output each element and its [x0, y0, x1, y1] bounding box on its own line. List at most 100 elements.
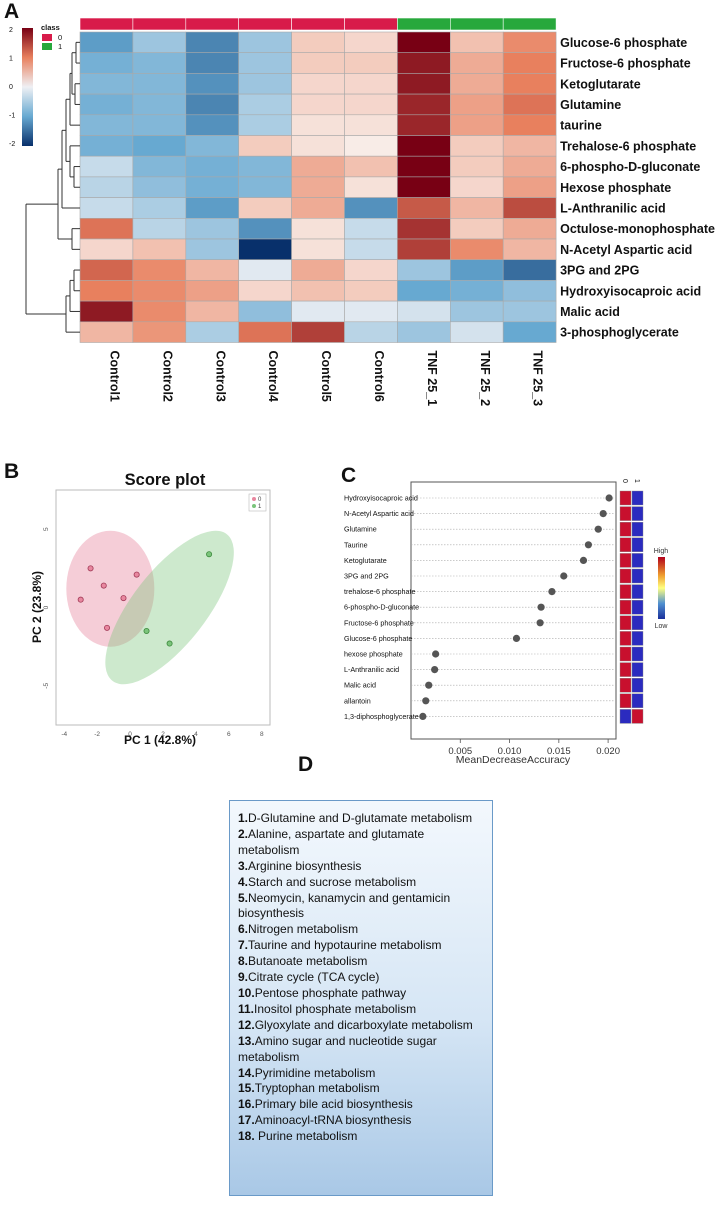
legend-label: 0 — [58, 33, 62, 42]
pathway-name: Citrate cycle (TCA cycle) — [248, 970, 380, 985]
heatmap-cell — [79, 114, 134, 136]
importance-dot — [605, 494, 613, 502]
dot-plot-xlabel: MeanDecreaseAccuracy — [456, 754, 571, 766]
pathway-number: 5. — [238, 890, 249, 905]
heatmap-cell — [291, 114, 345, 136]
pathway-number: 15. — [238, 1081, 255, 1096]
heatmap-cell — [238, 280, 292, 302]
heatmap-cell — [291, 93, 345, 116]
importance-dot — [579, 556, 588, 564]
dot-plot-frame — [410, 481, 617, 740]
feature-label: Malic acid — [344, 681, 376, 690]
score-point-group-1 — [166, 640, 173, 647]
heatmap-cell — [238, 259, 292, 281]
heatmap-cell — [502, 176, 557, 198]
importance-dot — [584, 541, 593, 549]
pathway-name: Tryptophan metabolism — [254, 1081, 380, 1096]
pathway-number: 12. — [238, 1017, 255, 1032]
heatmap-cell — [79, 155, 134, 178]
panel-letter-a: A — [4, 0, 20, 23]
importance-dot — [425, 681, 433, 689]
group-importance-cell — [619, 646, 632, 662]
feature-label: Fructose-6 phosphate — [344, 618, 414, 627]
row-label: Malic acid — [560, 305, 620, 319]
group-importance-cell — [631, 709, 644, 724]
heatmap-cell — [132, 218, 187, 240]
heatmap-cell — [502, 135, 557, 157]
heatmap-cell — [502, 73, 557, 95]
heatmap-cell — [238, 176, 292, 198]
score-legend-marker — [252, 497, 256, 501]
heatmap-cell — [502, 197, 557, 219]
pathway-number: 9. — [238, 970, 249, 985]
pathway-name: Neomycin, kanamycin and gentamicin biosy… — [238, 890, 451, 921]
group-importance-cell — [619, 522, 632, 537]
heatmap-cell — [238, 93, 292, 116]
class-bar-cell — [291, 17, 345, 31]
feature-label: L-Anthranilic acid — [344, 665, 399, 674]
pathway-name: Glyoxylate and dicarboxylate metabolism — [254, 1017, 473, 1032]
score-point-group-0 — [100, 582, 107, 589]
heatmap-cell — [132, 238, 187, 261]
pathway-number: 14. — [238, 1065, 255, 1080]
heatmap-cell — [238, 52, 292, 74]
row-label: 6-phospho-D-gluconate — [560, 160, 700, 174]
row-label: Hydroxyisocaproic acid — [560, 284, 701, 298]
heatmap-cell — [185, 135, 240, 157]
heatmap-cell — [344, 31, 398, 54]
pathway-name: Nitrogen metabolism — [248, 922, 359, 937]
heatmap-cell — [397, 52, 451, 74]
heatmap-cell — [291, 321, 345, 343]
heatmap-cell — [79, 218, 134, 240]
heatmap-cell — [344, 155, 398, 178]
pathway-name: Purine metabolism — [254, 1129, 358, 1144]
row-label: 3PG and 2PG — [560, 264, 639, 278]
heatmap-cell — [502, 93, 557, 116]
row-label: Fructose-6 phosphate — [560, 57, 691, 71]
feature-label: Taurine — [344, 540, 368, 549]
score-point-group-1 — [206, 551, 213, 558]
heatmap-cell — [185, 300, 240, 323]
heatmap-cell — [397, 135, 451, 157]
heatmap-cell — [502, 31, 557, 54]
pathway-name: Butanoate metabolism — [248, 954, 368, 969]
heatmap-cell — [502, 52, 557, 74]
group-importance-cell — [631, 553, 644, 568]
x-tick-label: 0.010 — [498, 746, 522, 757]
group-importance-cell — [631, 490, 644, 506]
heatmap-cell — [449, 114, 504, 136]
heatmap-cell — [132, 259, 187, 281]
heatmap-cell — [344, 114, 398, 136]
row-label: Glutamine — [560, 98, 621, 112]
heatmap-cell — [291, 155, 345, 178]
row-label: N-Acetyl Aspartic acid — [560, 243, 692, 257]
group-importance-cell — [631, 568, 644, 584]
heatmap-cell — [449, 300, 504, 323]
heatmap-cell — [344, 259, 398, 281]
heatmap-cell — [502, 218, 557, 240]
class-bar-cell — [132, 17, 187, 31]
heatmap-cell — [132, 31, 187, 54]
pathway-item: 10.Pentose phosphate pathway — [238, 986, 486, 1002]
importance-dot — [594, 525, 602, 533]
heatmap-cell — [344, 73, 398, 95]
x-tick-label: 2 — [161, 731, 165, 738]
x-tick-label: 6 — [227, 731, 231, 738]
heatmap-cell — [185, 31, 240, 54]
heatmap-cell — [79, 176, 134, 198]
pathway-number: 17. — [238, 1113, 255, 1128]
heatmap-cell — [79, 31, 134, 54]
score-point-group-1 — [143, 627, 150, 634]
x-tick-label: 4 — [194, 731, 198, 738]
heatmap-cell — [185, 176, 240, 198]
importance-dot — [548, 588, 556, 596]
group-importance-cell — [619, 615, 632, 631]
pathway-item: 12.Glyoxylate and dicarboxylate metaboli… — [238, 1018, 486, 1034]
heatmap-cell — [344, 218, 398, 240]
column-label: Control2 — [160, 351, 174, 402]
importance-dot — [512, 634, 521, 642]
heatmap-cell — [238, 300, 292, 323]
pathway-name: Taurine and hypotaurine metabolism — [248, 938, 442, 953]
legend-swatch — [42, 34, 52, 41]
